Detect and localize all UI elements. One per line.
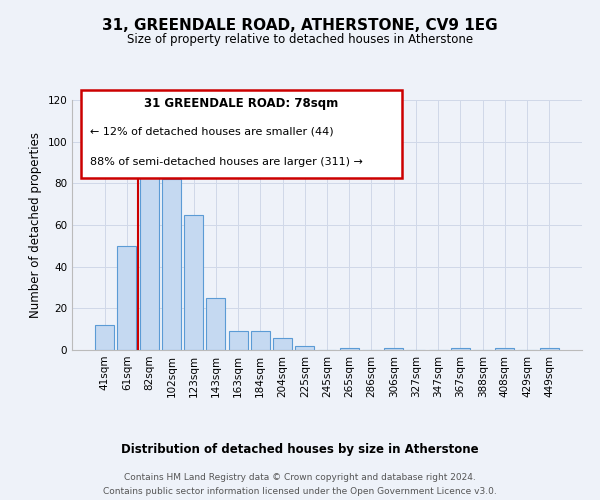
Text: 31, GREENDALE ROAD, ATHERSTONE, CV9 1EG: 31, GREENDALE ROAD, ATHERSTONE, CV9 1EG <box>102 18 498 32</box>
Text: 31 GREENDALE ROAD: 78sqm: 31 GREENDALE ROAD: 78sqm <box>145 98 338 110</box>
Bar <box>273 338 292 350</box>
Bar <box>295 346 314 350</box>
Text: ← 12% of detached houses are smaller (44): ← 12% of detached houses are smaller (44… <box>90 127 334 137</box>
Bar <box>95 325 114 350</box>
Bar <box>340 348 359 350</box>
Bar <box>140 160 158 350</box>
Y-axis label: Number of detached properties: Number of detached properties <box>29 132 42 318</box>
Bar <box>162 179 181 350</box>
Text: Distribution of detached houses by size in Atherstone: Distribution of detached houses by size … <box>121 442 479 456</box>
Bar <box>540 348 559 350</box>
Bar <box>451 348 470 350</box>
Bar <box>229 331 248 350</box>
Bar <box>184 214 203 350</box>
Bar <box>384 348 403 350</box>
Text: 88% of semi-detached houses are larger (311) →: 88% of semi-detached houses are larger (… <box>90 157 363 167</box>
Bar <box>206 298 225 350</box>
Bar <box>251 331 270 350</box>
Text: Size of property relative to detached houses in Atherstone: Size of property relative to detached ho… <box>127 32 473 46</box>
Bar <box>118 246 136 350</box>
Bar <box>496 348 514 350</box>
Text: Contains public sector information licensed under the Open Government Licence v3: Contains public sector information licen… <box>103 488 497 496</box>
Text: Contains HM Land Registry data © Crown copyright and database right 2024.: Contains HM Land Registry data © Crown c… <box>124 472 476 482</box>
